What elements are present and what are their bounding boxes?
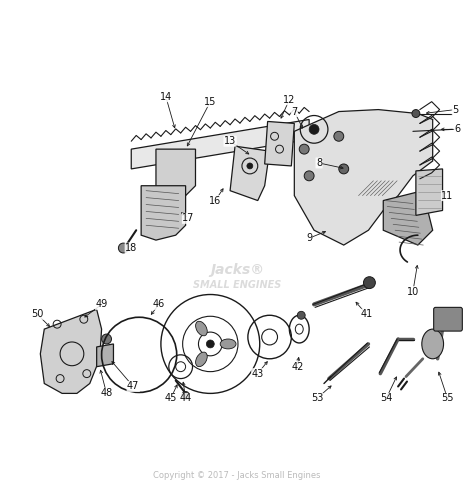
Text: 48: 48 <box>100 388 113 398</box>
Text: 6: 6 <box>454 124 460 134</box>
Polygon shape <box>264 121 294 166</box>
Polygon shape <box>383 191 433 245</box>
Text: 12: 12 <box>283 95 296 105</box>
Text: 46: 46 <box>153 300 165 310</box>
Polygon shape <box>416 169 443 215</box>
FancyBboxPatch shape <box>434 307 462 331</box>
Circle shape <box>304 171 314 181</box>
Circle shape <box>334 131 344 141</box>
Text: Jacks®: Jacks® <box>210 263 264 277</box>
Circle shape <box>339 164 349 174</box>
Circle shape <box>412 110 420 118</box>
Ellipse shape <box>196 352 207 367</box>
Text: 55: 55 <box>441 393 454 403</box>
Circle shape <box>247 163 253 169</box>
Text: 54: 54 <box>380 393 392 403</box>
Polygon shape <box>156 149 195 195</box>
Text: 41: 41 <box>360 309 373 319</box>
Text: 18: 18 <box>125 243 137 253</box>
Text: Copyright © 2017 - Jacks Small Engines: Copyright © 2017 - Jacks Small Engines <box>153 471 321 480</box>
Ellipse shape <box>220 339 236 349</box>
Text: 7: 7 <box>291 107 298 117</box>
Circle shape <box>364 277 375 289</box>
Circle shape <box>299 144 309 154</box>
Circle shape <box>297 311 305 319</box>
Ellipse shape <box>196 321 207 336</box>
Text: 43: 43 <box>252 369 264 379</box>
Polygon shape <box>294 110 433 245</box>
Text: 5: 5 <box>452 105 458 115</box>
Text: 50: 50 <box>31 309 44 319</box>
Text: 13: 13 <box>224 136 236 146</box>
Polygon shape <box>230 146 270 200</box>
Text: 42: 42 <box>291 362 303 372</box>
Circle shape <box>118 243 128 253</box>
Text: 16: 16 <box>209 195 221 205</box>
Polygon shape <box>97 344 113 367</box>
Polygon shape <box>40 309 101 393</box>
Text: 8: 8 <box>316 158 322 168</box>
Text: 44: 44 <box>180 393 192 403</box>
Text: SMALL ENGINES: SMALL ENGINES <box>193 280 281 290</box>
Polygon shape <box>141 186 186 240</box>
Circle shape <box>206 340 214 348</box>
Text: 49: 49 <box>95 300 108 310</box>
Text: 9: 9 <box>306 233 312 243</box>
Text: 45: 45 <box>164 393 177 403</box>
Text: 53: 53 <box>311 393 323 403</box>
Text: 15: 15 <box>204 97 217 107</box>
Polygon shape <box>131 119 309 169</box>
Ellipse shape <box>422 329 444 359</box>
Text: 11: 11 <box>441 190 454 200</box>
Circle shape <box>101 334 111 344</box>
Text: 17: 17 <box>182 213 195 223</box>
Text: 10: 10 <box>407 287 419 297</box>
Text: 47: 47 <box>127 381 139 391</box>
Circle shape <box>309 124 319 134</box>
Circle shape <box>182 391 190 399</box>
Text: 14: 14 <box>160 92 172 102</box>
